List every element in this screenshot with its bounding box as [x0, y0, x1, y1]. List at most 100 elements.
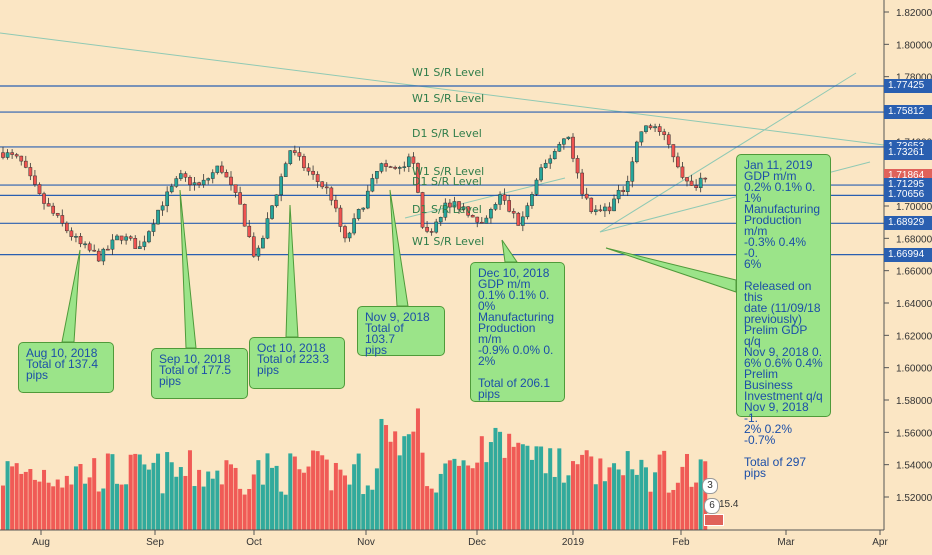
candle-body: [406, 156, 411, 167]
candle-body: [466, 206, 470, 216]
candle-body: [128, 236, 133, 239]
candle-body: [530, 194, 534, 206]
sr-level-label: W1 S/R Level: [412, 65, 485, 79]
volume-bar: [365, 485, 370, 530]
sr-level-label: W1 S/R Level: [412, 234, 485, 248]
volume-bar: [529, 459, 534, 530]
candle-body: [543, 162, 548, 168]
event-badge-2-count: 6: [709, 500, 715, 511]
candle-body: [192, 182, 197, 185]
candle-body: [502, 194, 507, 201]
volume-bar: [539, 446, 544, 530]
volume-bar: [42, 469, 47, 530]
candle-body: [511, 211, 516, 214]
y-tick-label: 1.66000: [896, 267, 932, 278]
candle-body: [320, 181, 325, 188]
volume-bar: [612, 463, 617, 530]
candle-body: [156, 209, 160, 225]
volume-bar: [406, 434, 411, 530]
volume-bar: [694, 482, 699, 530]
candle-body: [657, 126, 662, 132]
candle-body: [580, 172, 584, 195]
candle-body: [653, 126, 657, 129]
candle-body: [370, 178, 375, 192]
candle-body: [215, 165, 220, 173]
volume-bar: [488, 442, 493, 530]
candle-body: [429, 231, 434, 233]
volume-bar: [648, 491, 653, 530]
candle-body: [612, 198, 616, 212]
volume-bar: [420, 452, 425, 530]
price-tag: 1.73261: [884, 146, 932, 161]
volume-bar: [156, 453, 161, 530]
candle-body: [169, 186, 174, 193]
volume-bar: [69, 484, 74, 530]
candle-body: [188, 176, 192, 185]
volume-bar: [96, 491, 101, 530]
volume-bar: [484, 462, 489, 530]
candle-body: [160, 205, 165, 211]
candle-body: [343, 226, 347, 239]
candle-body: [507, 200, 512, 212]
volume-bars: [1, 408, 708, 530]
volume-bar: [124, 484, 129, 530]
volume-bar: [242, 494, 247, 530]
candle-body: [83, 243, 87, 246]
candle-body: [165, 191, 170, 207]
candle-body: [69, 230, 74, 237]
candle-body: [283, 163, 288, 177]
candle-body: [147, 231, 151, 243]
sr-level-label: W1 S/R Level: [412, 92, 485, 106]
volume-bar: [78, 463, 83, 530]
sr-level-label: D1 S/R Level: [412, 175, 482, 189]
volume-bar: [219, 484, 224, 530]
x-tick-label: Dec: [468, 537, 486, 548]
candle-body: [666, 134, 671, 145]
volume-bar: [73, 466, 78, 530]
volume-bar: [142, 464, 147, 530]
volume-bar: [566, 475, 571, 530]
volume-bar: [438, 473, 443, 530]
y-tick-label: 1.82000: [896, 8, 932, 19]
volume-bar: [215, 470, 220, 530]
volume-bar: [443, 463, 448, 530]
volume-bar: [343, 475, 347, 530]
volume-bar: [324, 459, 329, 530]
volume-bar: [475, 462, 480, 530]
candle-body: [183, 173, 188, 178]
volume-bar: [685, 453, 689, 530]
volume-bar: [425, 486, 430, 530]
event-badge-3-value: 15.4: [719, 499, 739, 510]
volume-bar: [598, 458, 603, 530]
volume-bar: [238, 488, 243, 530]
candle-body: [621, 189, 626, 192]
candle-body: [229, 176, 233, 185]
callout-pointer: [285, 204, 299, 338]
candle-body: [55, 213, 60, 216]
volume-bar: [19, 473, 24, 530]
candle-body: [178, 173, 183, 179]
x-tick-label: Nov: [357, 537, 375, 548]
volume-bar: [666, 492, 671, 530]
volume-bar: [434, 492, 439, 530]
candle-body: [689, 180, 694, 186]
candle-body: [28, 167, 33, 177]
candle-body: [566, 136, 571, 140]
candle-body: [434, 221, 439, 233]
price-tag: 1.75812: [884, 105, 932, 120]
candle-body: [64, 222, 69, 232]
volume-bar: [283, 494, 288, 530]
volume-bar: [133, 453, 138, 530]
volume-bar: [625, 451, 630, 530]
x-axis-ticks: Aug Sep Oct Nov Dec 2019 Feb Mar Apr: [32, 530, 888, 548]
event-badge-1-count: 3: [707, 480, 713, 491]
candle-body: [92, 249, 97, 252]
volume-bar: [265, 453, 270, 530]
volume-bar: [415, 408, 420, 530]
candle-body: [311, 170, 315, 175]
candle-body: [397, 167, 402, 169]
volume-bar: [689, 486, 694, 530]
candle-body: [174, 178, 179, 187]
price-tag: 1.66994: [884, 247, 932, 262]
